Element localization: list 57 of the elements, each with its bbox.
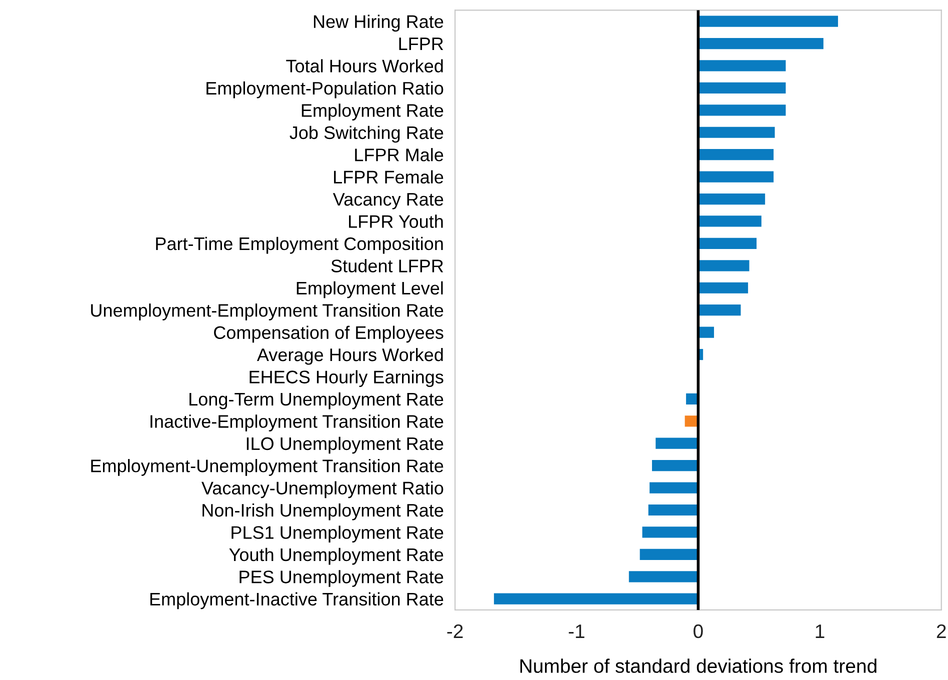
y-tick-label: LFPR Male xyxy=(355,148,444,162)
bar xyxy=(698,126,775,138)
y-tick-label: LFPR Youth xyxy=(349,214,443,228)
y-tick-label: Employment-Population Ratio xyxy=(206,81,444,98)
x-tick-label: -2 xyxy=(447,624,463,638)
bar xyxy=(698,326,714,338)
bar xyxy=(698,193,766,205)
bar xyxy=(698,104,786,116)
bar xyxy=(698,171,774,182)
y-tick-label: Youth Unemployment Rate xyxy=(229,548,444,565)
y-tick-label: Compensation of Employees xyxy=(214,326,444,343)
y-tick-label: ILO Unemployment Rate xyxy=(246,436,444,454)
y-tick-label: Vacancy-Unemployment Ratio xyxy=(201,481,444,498)
y-tick-label: Non-Irish Unemployment Rate xyxy=(202,503,444,520)
bar xyxy=(698,304,741,316)
y-tick-label: Employment-Inactive Transition Rate xyxy=(150,592,444,610)
x-axis-title: Number of standard deviations from trend xyxy=(520,658,876,673)
bar xyxy=(656,438,698,449)
y-tick-label: LFPR xyxy=(399,38,444,50)
bar xyxy=(698,216,762,227)
bar xyxy=(652,460,698,472)
bar xyxy=(698,82,786,94)
bar xyxy=(642,526,698,538)
x-tick-label: 0 xyxy=(694,624,703,638)
y-tick-label: Average Hours Worked xyxy=(256,348,443,365)
bar xyxy=(698,149,774,160)
bar xyxy=(650,482,698,494)
y-tick-label: Vacancy Rate xyxy=(332,193,444,210)
bar xyxy=(698,16,838,27)
y-tick-label: Total Hours Worked xyxy=(286,59,443,72)
y-tick-label: PLS1 Unemployment Rate xyxy=(232,526,444,542)
y-tick-label: Employment Level xyxy=(296,281,443,298)
bar xyxy=(698,238,757,249)
y-tick-label: PES Unemployment Rate xyxy=(240,570,444,587)
bar xyxy=(698,60,786,72)
y-tick-label: Employment Rate xyxy=(302,104,444,120)
x-tick-label: 2 xyxy=(936,624,946,638)
y-tick-label: New Hiring Rate xyxy=(314,14,444,32)
y-tick-label: Unemployment-Employment Transition Rate xyxy=(91,304,444,320)
bar xyxy=(648,504,698,516)
bar xyxy=(686,393,698,404)
y-tick-label: Long-Term Unemployment Rate xyxy=(190,392,444,410)
y-tick-label: LFPR Female xyxy=(334,170,444,184)
bar xyxy=(494,593,698,604)
bar xyxy=(640,548,698,560)
y-tick-label: Employment-Unemployment Transition Rate xyxy=(91,459,444,476)
bar xyxy=(698,260,750,272)
y-tick-label: Part-Time Employment Composition xyxy=(156,236,443,254)
y-tick-label: Student LFPR xyxy=(331,259,444,272)
bar xyxy=(698,38,824,50)
y-tick-label: Job Switching Rate xyxy=(290,126,444,143)
x-tick-label: -1 xyxy=(568,624,584,638)
bar xyxy=(628,571,698,582)
y-tick-label: Inactive-Employment Transition Rate xyxy=(150,414,444,432)
bar xyxy=(698,282,748,294)
x-tick-label: 1 xyxy=(816,624,824,638)
y-tick-label: EHECS Hourly Earnings xyxy=(250,370,444,388)
